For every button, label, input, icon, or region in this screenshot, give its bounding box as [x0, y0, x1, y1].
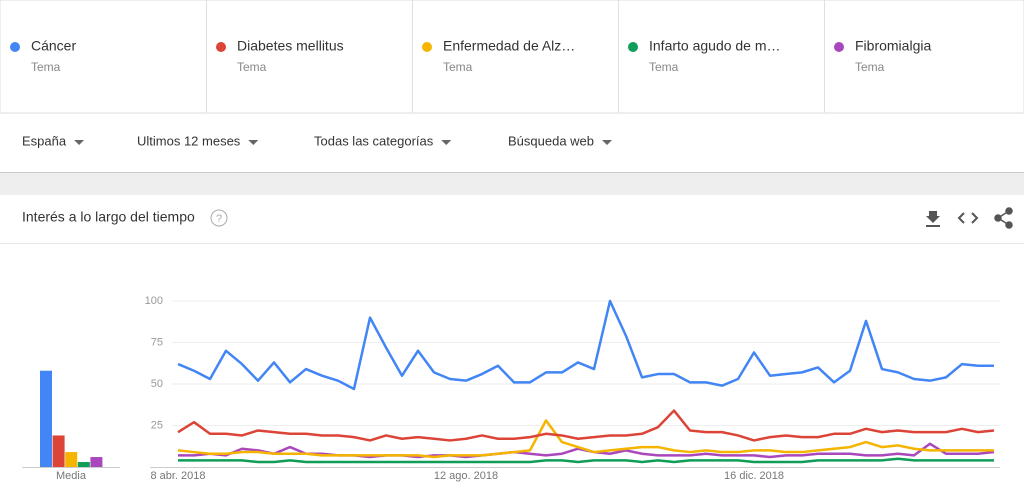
term-dot[interactable]: [834, 42, 844, 52]
y-tick-label: 100: [145, 295, 163, 307]
filter-label[interactable]: Ultimos 12 meses: [137, 133, 241, 148]
average-bar: [90, 457, 103, 467]
average-bar: [40, 370, 52, 467]
x-tick-label: 16 dic. 2018: [724, 470, 784, 482]
embed-icon[interactable]: [957, 212, 979, 224]
term-dot[interactable]: [216, 42, 226, 52]
average-bar: [52, 435, 65, 467]
filter-label[interactable]: Todas las categorías: [314, 133, 434, 148]
term-name[interactable]: Fibromialgia: [855, 38, 931, 54]
download-icon[interactable]: [926, 211, 940, 227]
average-bar: [77, 462, 90, 467]
term-bar: [0, 0, 1024, 114]
x-tick-label: 8 abr. 2018: [150, 470, 205, 482]
term-type: Tema: [649, 60, 679, 74]
help-icon-mark: ?: [216, 213, 222, 225]
y-tick-label: 50: [151, 378, 163, 390]
y-tick-label: 75: [151, 336, 163, 348]
average-bar: [65, 452, 78, 467]
term-dot[interactable]: [628, 42, 638, 52]
y-tick-label: 25: [151, 419, 163, 431]
term-type: Tema: [237, 60, 267, 74]
series-line: [177, 299, 994, 391]
term-type: Tema: [443, 60, 473, 74]
term-name[interactable]: Cáncer: [31, 38, 76, 54]
x-tick-label: 12 ago. 2018: [434, 470, 498, 482]
share-icon[interactable]: [994, 207, 1013, 229]
separator: [0, 172, 1024, 195]
series-line: [178, 457, 994, 464]
term-dot[interactable]: [422, 42, 432, 52]
filter-label[interactable]: Búsqueda web: [508, 133, 594, 148]
help-icon[interactable]: [210, 209, 228, 227]
term-dot[interactable]: [10, 42, 20, 52]
filter-arrow[interactable]: [602, 140, 613, 145]
series-line: [177, 409, 995, 442]
filter-label[interactable]: España: [22, 133, 67, 148]
term-type: Tema: [855, 60, 885, 74]
filter-arrow[interactable]: [248, 140, 259, 145]
series-line: [177, 419, 994, 459]
term-name[interactable]: Diabetes mellitus: [237, 38, 344, 54]
filter-arrow[interactable]: [441, 140, 452, 145]
average-label: Media: [56, 470, 87, 482]
filter-arrow[interactable]: [74, 140, 85, 145]
term-name[interactable]: Enfermedad de Alz…: [443, 38, 575, 54]
section-title: Interés a lo largo del tiempo: [22, 209, 195, 225]
term-name[interactable]: Infarto agudo de m…: [649, 38, 781, 54]
term-type: Tema: [31, 60, 61, 74]
